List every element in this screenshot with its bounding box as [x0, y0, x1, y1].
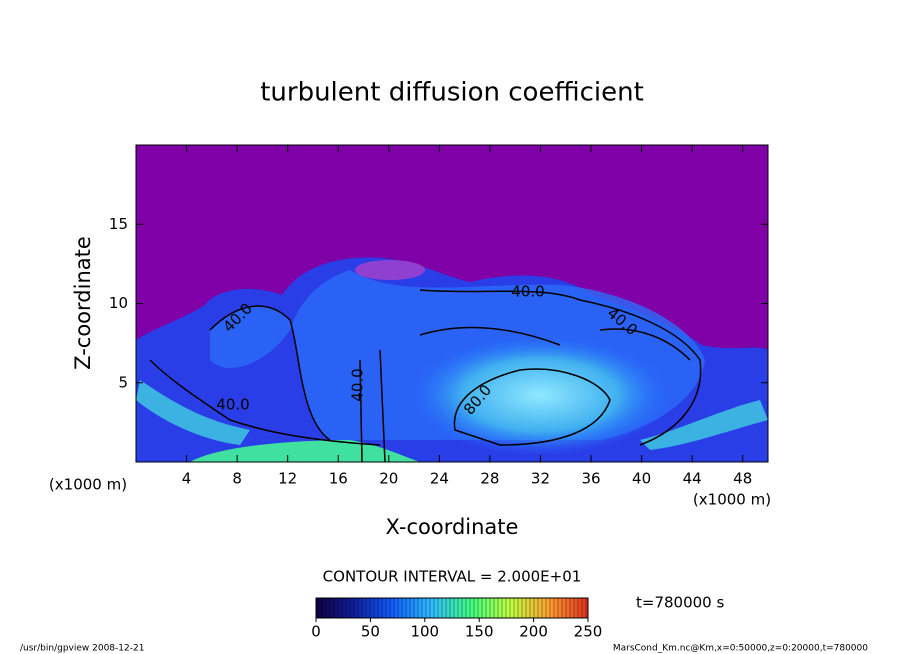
colorbar-tick-label: 250: [574, 623, 603, 641]
x-tick-label: 36: [581, 470, 600, 488]
x-unit: (x1000 m): [693, 491, 771, 509]
field: [136, 257, 768, 462]
contour-line: [599, 328, 691, 361]
contour-label: 40.0: [216, 396, 249, 414]
x-tick-label: 12: [278, 470, 297, 488]
x-tick-label: 32: [531, 470, 550, 488]
colorbar: [315, 597, 589, 619]
chart-title: turbulent diffusion coefficient: [260, 78, 644, 108]
contour-label: 40.0: [349, 368, 367, 401]
x-unit: (x1000 m): [49, 476, 127, 494]
time-label: t=780000 s: [636, 594, 724, 612]
x-tick-label: 40: [632, 470, 651, 488]
contour-line: [359, 349, 386, 462]
colorbar-tick-label: 50: [361, 623, 380, 641]
footer-right: MarsCond_Km.nc@Km,x=0:50000,z=0:20000,t=…: [613, 644, 868, 654]
contour-interval: CONTOUR INTERVAL = 2.000E+01: [323, 568, 582, 586]
x-tick-label: 28: [480, 470, 499, 488]
x-tick-label: 16: [329, 470, 348, 488]
contour-line: [419, 326, 561, 346]
y-tick-label: 15: [109, 215, 128, 233]
y-tick-label: 5: [118, 373, 128, 391]
field-region: [136, 380, 250, 445]
colorbar-tick-label: 100: [410, 623, 439, 641]
x-tick-label: 24: [430, 470, 449, 488]
contour-line: [453, 368, 611, 446]
y-tick-label: 10: [109, 294, 128, 312]
x-tick-label: 20: [379, 470, 398, 488]
x-axis-label: X-coordinate: [386, 515, 519, 539]
colorbar-tick-label: 200: [519, 623, 548, 641]
field-region: [640, 400, 768, 450]
y-axis-label: Z-coordinate: [71, 236, 95, 370]
contour-line: [209, 305, 331, 441]
contour-line: [149, 359, 381, 446]
field-region: [410, 335, 670, 455]
x-tick-label: 4: [182, 470, 192, 488]
colorbar-tick-label: 0: [311, 623, 321, 641]
contour-label: 40.0: [511, 283, 544, 301]
footer-left: /usr/bin/gpview 2008-12-21: [20, 644, 144, 654]
colorbar-tick-label: 150: [465, 623, 494, 641]
x-tick-label: 8: [232, 470, 242, 488]
contour-line: [419, 289, 702, 446]
x-tick-label: 48: [733, 470, 752, 488]
x-tick-label: 44: [683, 470, 702, 488]
field-region: [355, 260, 425, 280]
